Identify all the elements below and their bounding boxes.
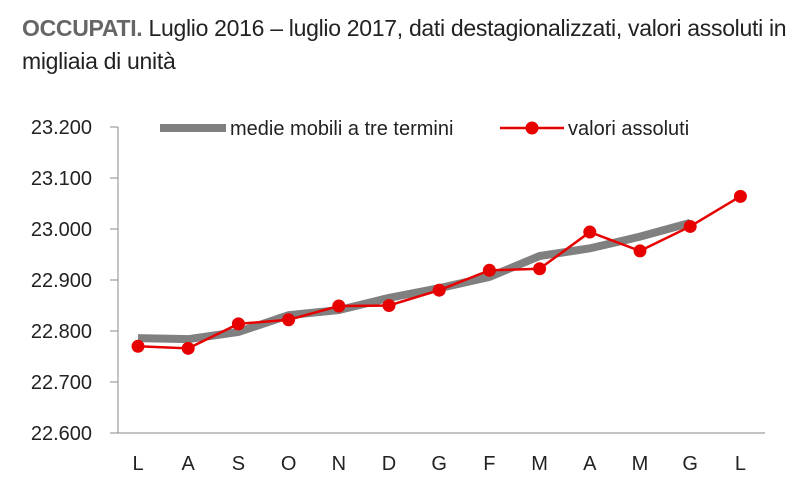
x-tick-label: G: [431, 453, 447, 475]
y-tick-label: 22.900: [31, 270, 92, 292]
x-tick-label: A: [583, 453, 597, 475]
x-tick-label: M: [632, 453, 649, 475]
data-point: [282, 313, 296, 327]
y-tick-label: 22.700: [31, 372, 92, 394]
x-tick-label: L: [735, 453, 746, 475]
data-point: [733, 189, 747, 203]
series-line-medie-mobili: [137, 219, 692, 344]
title-bold: OCCUPATI.: [22, 15, 143, 41]
x-tick-label: G: [682, 453, 698, 475]
y-tick-label: 22.600: [31, 423, 92, 445]
x-tick-label: F: [483, 453, 495, 475]
x-tick-label: O: [281, 453, 297, 475]
x-tick-label: S: [232, 453, 245, 475]
data-point: [482, 263, 496, 277]
legend-label-valori-assoluti: valori assoluti: [568, 118, 689, 140]
series-line-valori-assoluti: [137, 195, 742, 350]
data-point: [432, 283, 446, 297]
x-tick-label: L: [132, 453, 143, 475]
data-point: [332, 299, 346, 313]
y-tick-label: 23.000: [31, 219, 92, 241]
data-point: [181, 341, 195, 355]
x-tick-label: D: [382, 453, 396, 475]
data-point: [231, 317, 245, 331]
x-tick-label: M: [531, 453, 548, 475]
data-point: [131, 339, 145, 353]
y-tick-label: 23.200: [31, 117, 92, 139]
data-point: [533, 262, 547, 276]
legend-label-medie-mobili: medie mobili a tre termini: [230, 118, 453, 140]
chart-title: OCCUPATI. Luglio 2016 – luglio 2017, dat…: [22, 12, 792, 78]
x-tick-label: N: [332, 453, 346, 475]
y-tick-label: 22.800: [31, 321, 92, 343]
data-point: [683, 219, 697, 233]
y-tick-label: 23.100: [31, 168, 92, 190]
data-point: [583, 225, 597, 239]
data-point: [382, 299, 396, 312]
legend-marker-valori-assoluti: [525, 121, 539, 135]
x-tick-label: A: [182, 453, 196, 475]
title-rest: Luglio 2016 – luglio 2017, dati destagio…: [22, 15, 787, 74]
data-point: [633, 244, 647, 258]
